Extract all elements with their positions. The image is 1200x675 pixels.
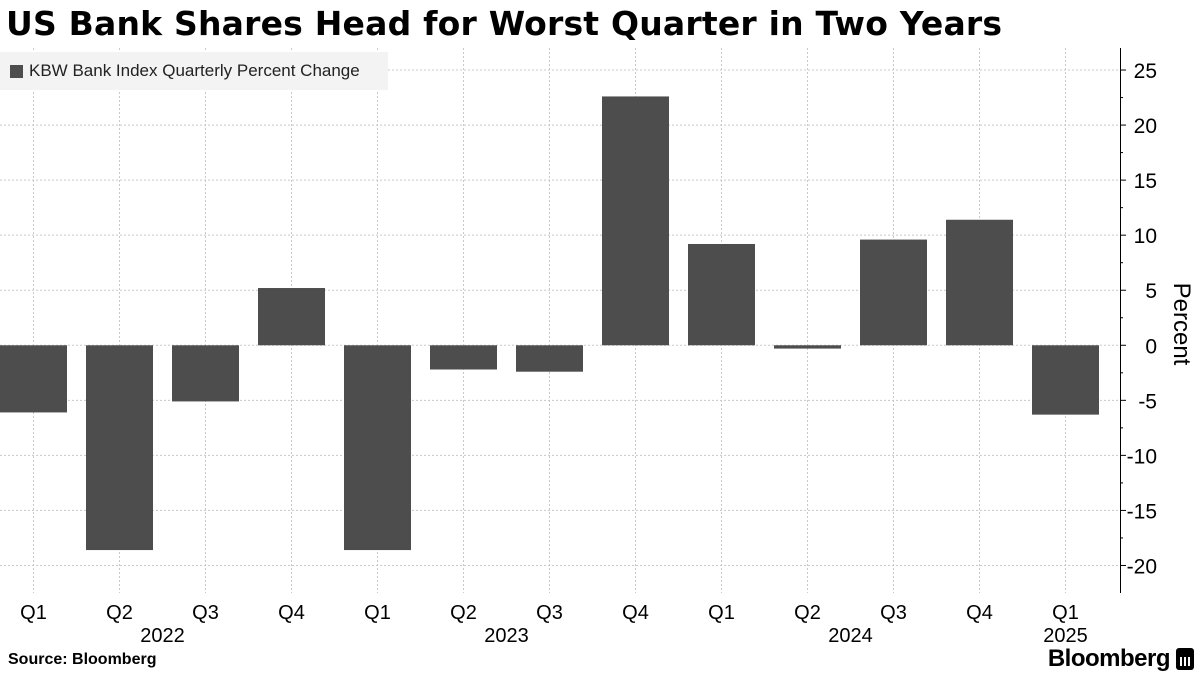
source-note: Source: Bloomberg [8, 651, 157, 668]
y-axis: 25 20 15 10 5 0 -5 -10 -15 -20 [1120, 48, 1157, 593]
bar-12 [946, 219, 1013, 346]
y-tick-label: -20 [1127, 555, 1157, 578]
brand-name: Bloomberg [1047, 645, 1171, 672]
x-tick-label: Q1 [708, 602, 735, 624]
y-tick-label: 0 [1145, 335, 1157, 358]
x-tick-label: Q1 [20, 602, 47, 624]
x-tick-label: Q2 [794, 602, 821, 624]
chart-title: US Bank Shares Head for Worst Quarter in… [6, 4, 1003, 43]
brand-logo: Bloomberg [1048, 645, 1194, 673]
x-year-label: 2022 [140, 625, 185, 647]
x-year-label: 2024 [828, 625, 873, 647]
x-tick-label: Q4 [622, 602, 649, 624]
x-tick-label: Q3 [192, 602, 219, 624]
x-year-label: 2025 [1043, 625, 1088, 647]
bar-9 [688, 243, 755, 346]
x-tick-label: Q3 [536, 602, 563, 624]
bar-3 [172, 345, 239, 402]
y-tick-label: 20 [1134, 115, 1157, 138]
y-axis-title: Percent [1168, 283, 1195, 366]
x-axis: Q1 Q2 Q3 Q4 Q1 Q2 Q3 Q4 Q1 Q2 Q3 Q4 Q1 2022 2023 2024 20… [20, 602, 1088, 647]
y-tick-label: -10 [1127, 445, 1157, 468]
y-tick-label: -5 [1138, 390, 1157, 413]
x-tick-label: Q2 [450, 602, 477, 624]
y-tick-label: -15 [1127, 500, 1157, 523]
bar-7 [516, 345, 583, 372]
x-tick-label: Q3 [880, 602, 907, 624]
x-tick-label: Q1 [364, 602, 391, 624]
y-tick-label: 25 [1134, 60, 1157, 83]
bar-6 [430, 345, 497, 370]
x-year-label: 2023 [484, 625, 529, 647]
y-tick-label: 10 [1134, 225, 1157, 248]
legend: KBW Bank Index Quarterly Percent Change [0, 52, 388, 90]
x-tick-label: Q1 [1052, 602, 1079, 624]
bars [0, 96, 1099, 551]
bar-2 [86, 345, 153, 551]
bar-8 [602, 96, 669, 346]
bar-10 [774, 345, 841, 349]
legend-label: KBW Bank Index Quarterly Percent Change [29, 61, 360, 80]
x-tick-label: Q4 [278, 602, 305, 624]
x-tick-label: Q2 [106, 602, 133, 624]
bar-4 [258, 288, 325, 346]
bar-5 [344, 345, 411, 551]
x-tick-label: Q4 [966, 602, 993, 624]
y-tick-label: 15 [1134, 170, 1157, 193]
bar-13 [1032, 345, 1099, 415]
legend-swatch [10, 64, 23, 78]
bloomberg-terminal-icon [1176, 648, 1194, 670]
bar-11 [860, 239, 927, 346]
y-tick-label: 5 [1145, 280, 1157, 303]
bar-1 [0, 345, 67, 413]
